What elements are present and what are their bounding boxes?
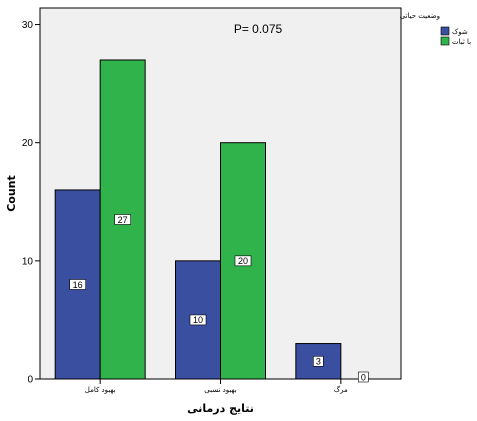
data-label: 20 (238, 256, 248, 266)
data-label-box (234, 255, 252, 267)
y-tick-label: 20 (22, 138, 34, 149)
y-tick-label: 30 (22, 20, 34, 31)
x-tick-label: مرگ (334, 385, 348, 394)
legend: وضعیت حیاتی شوک با ثبات (400, 12, 471, 46)
data-label: 10 (193, 315, 203, 325)
data-label-box (114, 214, 131, 225)
p-value-annotation: P= 0.075 (234, 22, 283, 36)
legend-swatch-1 (440, 36, 450, 46)
legend-swatch-0 (440, 26, 450, 36)
data-label-box (69, 279, 86, 290)
y-axis-title: Count (5, 175, 18, 212)
data-label: 16 (73, 280, 83, 290)
x-axis-title: نتایج درمانی (187, 402, 254, 415)
data-label-box (313, 355, 324, 367)
x-tick-label: بهبود کامل (85, 386, 116, 394)
data-label-box (189, 314, 207, 326)
y-tick-label: 10 (22, 256, 34, 267)
x-tick-label: بهبود نسبی (204, 386, 236, 394)
data-label-box (358, 371, 369, 383)
data-label: 0 (361, 372, 366, 382)
legend-label-0: شوک (452, 28, 468, 36)
y-axis: 0 10 20 30 (22, 20, 40, 386)
data-label: 3 (316, 357, 321, 367)
legend-label-1: با ثبات (452, 38, 471, 46)
legend-title: وضعیت حیاتی (400, 12, 440, 20)
x-axis: بهبود کامل بهبود نسبی مرگ (85, 379, 348, 394)
data-label: 27 (118, 215, 128, 225)
y-tick-label: 0 (27, 375, 33, 386)
